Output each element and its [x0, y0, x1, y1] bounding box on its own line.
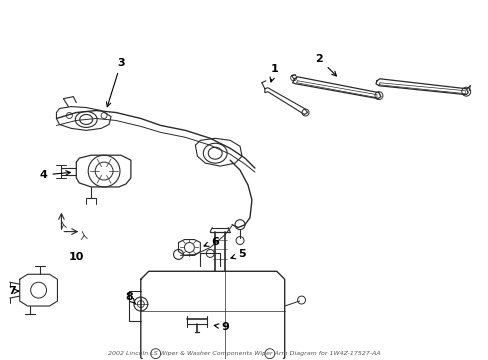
Text: 9: 9 — [214, 322, 228, 332]
Text: 10: 10 — [68, 252, 84, 262]
Text: 5: 5 — [230, 249, 245, 260]
Text: 4: 4 — [40, 170, 70, 180]
Text: 1: 1 — [269, 64, 278, 82]
Text: 7: 7 — [8, 286, 19, 296]
Text: 8: 8 — [125, 292, 135, 304]
Text: 2002 Lincoln LS Wiper & Washer Components Wiper Arm Diagram for 1W4Z-17527-AA: 2002 Lincoln LS Wiper & Washer Component… — [107, 351, 380, 356]
Text: 6: 6 — [203, 237, 219, 247]
Text: 3: 3 — [106, 58, 124, 107]
Text: 2: 2 — [315, 54, 336, 76]
